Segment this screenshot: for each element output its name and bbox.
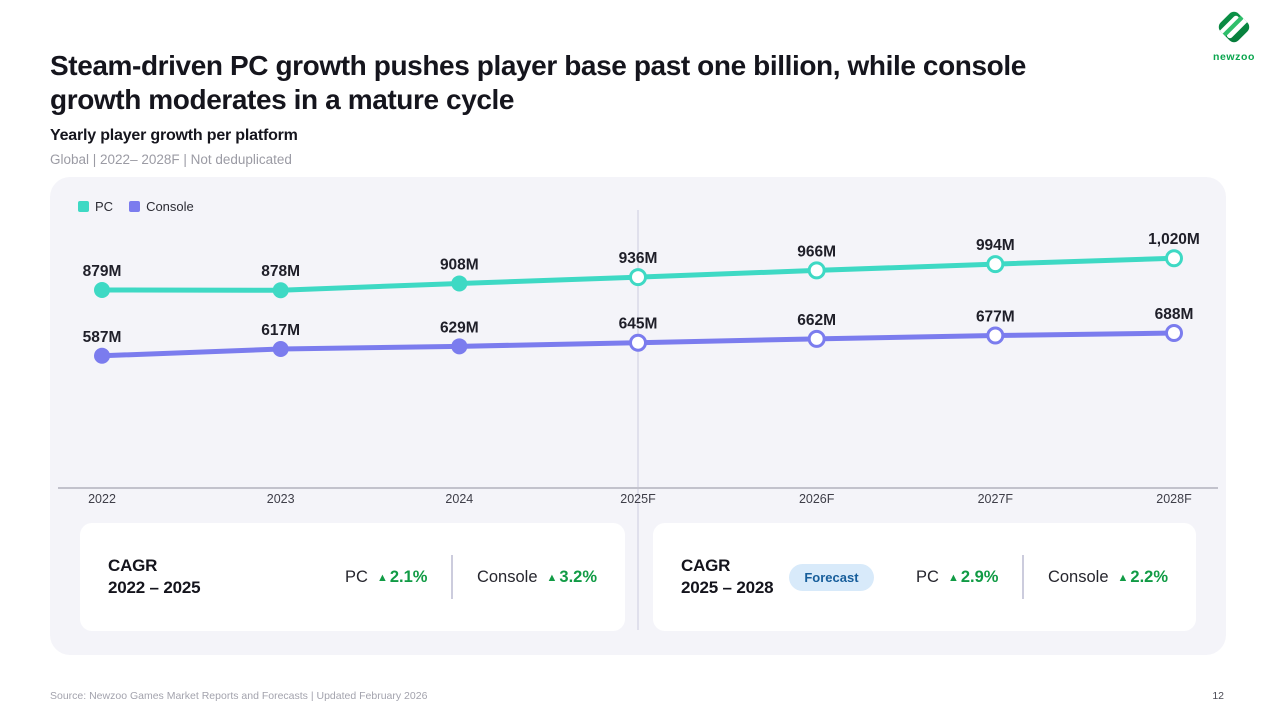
- metric-divider: [1022, 555, 1024, 599]
- pc-data-label: 994M: [976, 237, 1015, 254]
- console-data-label: 587M: [83, 329, 122, 346]
- pc-data-point-2028F: [1165, 249, 1183, 268]
- pc-data-label: 878M: [261, 263, 300, 280]
- console-data-label: 617M: [261, 322, 300, 339]
- console-data-point-2023: [272, 341, 289, 358]
- up-triangle-icon: ▲: [376, 571, 388, 584]
- console-data-point-2028F: [1165, 324, 1183, 343]
- pc-data-label: 879M: [83, 263, 122, 280]
- console-data-point-2024: [451, 338, 468, 355]
- cagr-period: 2022 – 2025: [108, 578, 201, 597]
- newzoo-logo: newzoo: [1204, 6, 1264, 63]
- chart-legend: PC Console: [78, 199, 194, 214]
- chart-panel: PC Console 2022 2023 2024 2025F 2026F 2027F 202…: [50, 177, 1226, 655]
- console-data-label: 645M: [619, 316, 658, 333]
- pc-data-point-2022: [94, 282, 110, 298]
- pc-data-point-2023: [272, 282, 289, 299]
- forecast-badge: Forecast: [789, 563, 874, 591]
- console-data-label: 662M: [797, 312, 836, 329]
- newzoo-logo-text: newzoo: [1212, 51, 1256, 63]
- x-tick-label: 2028F: [1156, 492, 1192, 506]
- metric-value: ▲ 2.1%: [376, 567, 428, 586]
- player-growth-line-chart: 2022 2023 2024 2025F 2026F 2027F 2028F 879M 878M…: [58, 210, 1218, 630]
- up-triangle-icon: ▲: [1117, 571, 1129, 584]
- cagr-metric-pc: PC ▲ 2.9%: [916, 568, 998, 587]
- metric-label: Console: [1047, 567, 1109, 586]
- cagr-label: CAGR: [681, 555, 731, 575]
- cagr-card-2025-2028: CAGR 2025 – 2028 Forecast PC ▲ 2.9% Conso…: [653, 523, 1196, 631]
- metric-value: ▲ 3.2%: [546, 567, 598, 586]
- cagr-metrics: PC ▲ 2.1% Console ▲ 3.2%: [345, 555, 597, 599]
- x-tick-label: 2026F: [799, 492, 835, 506]
- x-tick-label: 2022: [88, 492, 116, 506]
- cagr-card-title: CAGR 2022 – 2025: [108, 555, 201, 599]
- metric-label: Console: [476, 567, 538, 586]
- metric-value: ▲ 2.9%: [947, 567, 999, 586]
- console-data-point-2026F: [807, 329, 826, 348]
- chart-title: Yearly player growth per platform: [50, 127, 298, 144]
- up-triangle-icon: ▲: [546, 571, 558, 584]
- cagr-card-title: CAGR 2025 – 2028: [681, 555, 774, 599]
- pc-data-point-2027F: [986, 255, 1005, 274]
- pc-data-point-2025F: [629, 268, 647, 287]
- newzoo-logo-icon: [1216, 11, 1250, 43]
- metric-divider: [451, 555, 453, 599]
- legend-label: PC: [95, 199, 114, 214]
- pc-data-label: 908M: [440, 256, 479, 273]
- legend-label: Console: [146, 199, 194, 214]
- x-tick-label: 2024: [445, 492, 473, 506]
- metric-label: PC: [345, 567, 368, 586]
- slide-title: Steam-driven PC growth pushes player bas…: [50, 49, 1026, 115]
- legend-item-console: Console: [129, 199, 194, 214]
- cagr-metric-console: Console ▲ 2.2%: [1048, 568, 1168, 587]
- metric-value: ▲ 2.2%: [1117, 567, 1169, 586]
- cagr-card-2022-2025: CAGR 2022 – 2025 PC ▲ 2.1% Console ▲ 3.2%: [80, 523, 625, 631]
- console-data-point-2025F: [629, 333, 647, 352]
- pc-data-point-2024: [451, 275, 468, 292]
- cagr-metric-console: Console ▲ 3.2%: [477, 568, 597, 587]
- metric-label: PC: [916, 567, 939, 586]
- pc-data-label: 936M: [619, 250, 658, 267]
- pc-data-point-2026F: [807, 261, 826, 280]
- pc-data-label: 1,020M: [1148, 231, 1200, 248]
- console-data-point-2027F: [986, 326, 1005, 345]
- cagr-metric-pc: PC ▲ 2.1%: [345, 568, 427, 587]
- console-data-label: 629M: [440, 319, 479, 336]
- source-note: Source: Newzoo Games Market Reports and …: [50, 690, 428, 702]
- legend-item-pc: PC: [78, 199, 113, 214]
- chart-subtitle: Global | 2022– 2028F | Not deduplicated: [50, 152, 292, 167]
- x-tick-label: 2025F: [620, 492, 656, 506]
- cagr-period: 2025 – 2028: [681, 578, 774, 597]
- console-data-label: 688M: [1155, 306, 1194, 323]
- pc-data-label: 966M: [797, 243, 836, 260]
- cagr-metrics: PC ▲ 2.9% Console ▲ 2.2%: [916, 555, 1168, 599]
- x-tick-label: 2023: [267, 492, 295, 506]
- x-tick-label: 2027F: [978, 492, 1014, 506]
- up-triangle-icon: ▲: [947, 571, 959, 584]
- cagr-label: CAGR: [108, 555, 158, 575]
- console-legend-swatch: [129, 201, 141, 212]
- console-data-point-2022: [94, 347, 110, 364]
- page-number: 12: [1212, 690, 1224, 702]
- console-data-label: 677M: [976, 309, 1015, 326]
- pc-legend-swatch: [78, 201, 89, 212]
